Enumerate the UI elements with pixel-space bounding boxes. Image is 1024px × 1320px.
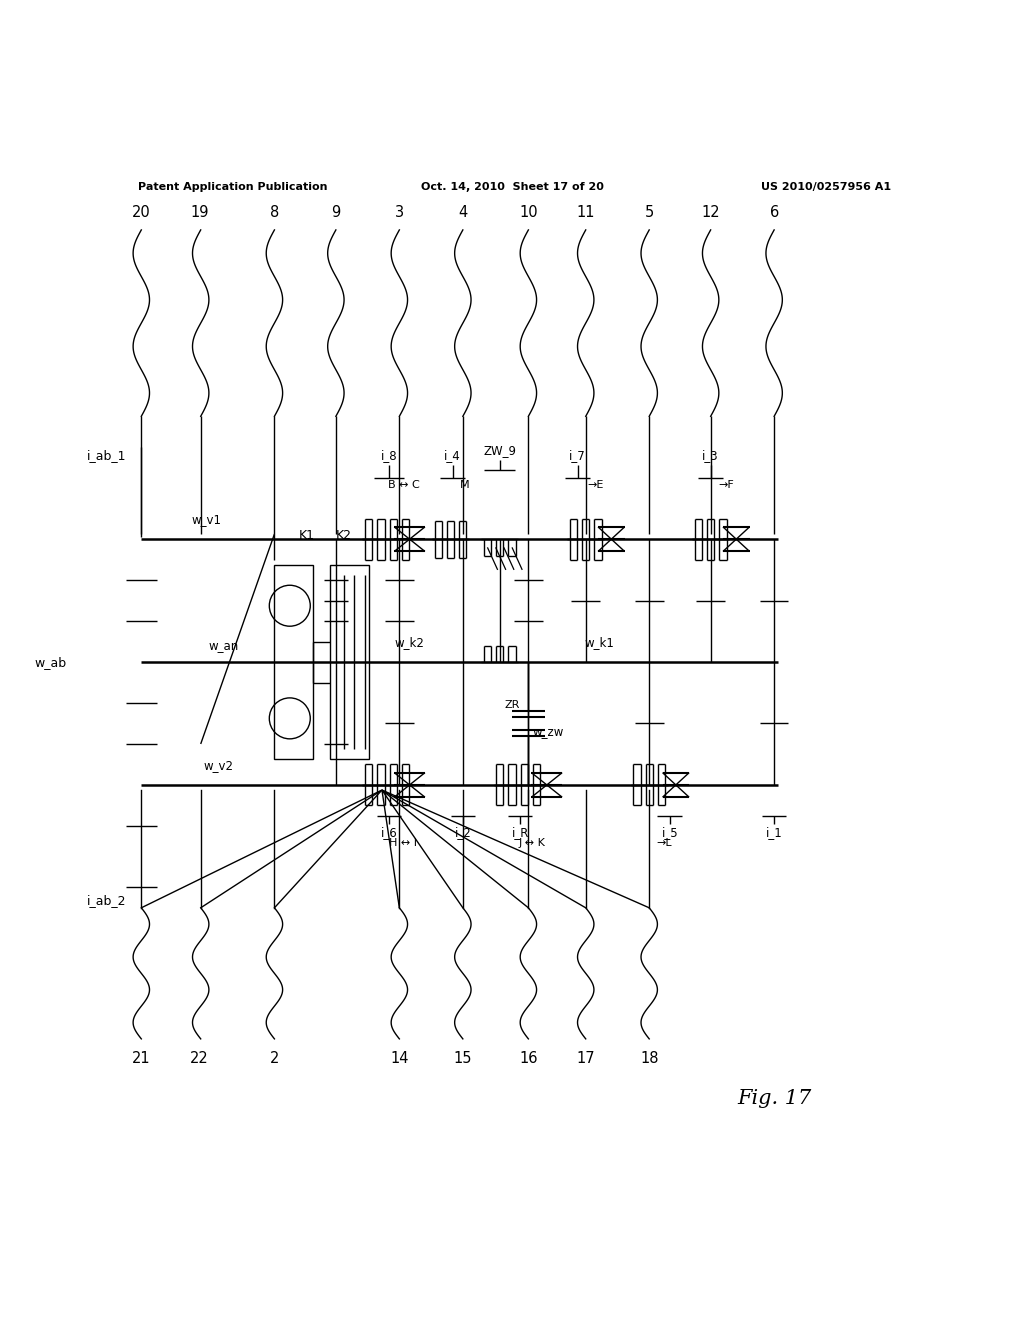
Text: 18: 18 bbox=[640, 1051, 658, 1067]
Text: i_8: i_8 bbox=[381, 449, 397, 462]
Text: →F: →F bbox=[718, 480, 734, 490]
Text: 8: 8 bbox=[269, 205, 280, 219]
Text: w_v2: w_v2 bbox=[203, 759, 233, 772]
Bar bbox=[330, 565, 369, 759]
Text: 3: 3 bbox=[395, 205, 403, 219]
Text: 19: 19 bbox=[190, 205, 209, 219]
Text: i_1: i_1 bbox=[766, 826, 782, 840]
Text: 14: 14 bbox=[390, 1051, 409, 1067]
Text: 20: 20 bbox=[132, 205, 151, 219]
Text: w_zw: w_zw bbox=[532, 725, 564, 738]
Text: 12: 12 bbox=[701, 205, 720, 219]
Text: ZW_9: ZW_9 bbox=[483, 445, 516, 457]
Text: H ↔ I: H ↔ I bbox=[389, 838, 418, 849]
Text: Oct. 14, 2010  Sheet 17 of 20: Oct. 14, 2010 Sheet 17 of 20 bbox=[421, 182, 603, 191]
Text: w_k1: w_k1 bbox=[584, 636, 614, 648]
Text: 16: 16 bbox=[519, 1051, 538, 1067]
Text: w_ab: w_ab bbox=[35, 656, 67, 668]
Text: →L: →L bbox=[656, 838, 673, 849]
Text: 9: 9 bbox=[331, 205, 341, 219]
Text: 11: 11 bbox=[577, 205, 595, 219]
Text: i_ab_1: i_ab_1 bbox=[87, 449, 127, 462]
Text: Fig. 17: Fig. 17 bbox=[737, 1089, 812, 1107]
Text: US 2010/0257956 A1: US 2010/0257956 A1 bbox=[761, 182, 891, 191]
Text: 6: 6 bbox=[769, 205, 779, 219]
Text: i_5: i_5 bbox=[662, 826, 678, 840]
Text: i_R: i_R bbox=[512, 826, 528, 840]
Text: 21: 21 bbox=[132, 1051, 151, 1067]
Text: i_ab_2: i_ab_2 bbox=[87, 894, 127, 907]
Text: i_2: i_2 bbox=[455, 826, 471, 840]
Text: i_7: i_7 bbox=[569, 449, 586, 462]
Text: B ↔ C: B ↔ C bbox=[387, 480, 420, 490]
Text: 5: 5 bbox=[644, 205, 654, 219]
Text: i_6: i_6 bbox=[381, 826, 397, 840]
Text: K1: K1 bbox=[299, 529, 315, 543]
Text: i_3: i_3 bbox=[702, 449, 719, 462]
Text: i_4: i_4 bbox=[444, 449, 461, 462]
Text: w_k2: w_k2 bbox=[394, 636, 425, 648]
Text: →E: →E bbox=[588, 480, 604, 490]
Bar bbox=[274, 565, 313, 759]
Text: ZR: ZR bbox=[505, 700, 520, 710]
Text: 10: 10 bbox=[519, 205, 538, 219]
Text: J ↔ K: J ↔ K bbox=[519, 838, 546, 849]
Text: M: M bbox=[460, 480, 470, 490]
Text: w_an: w_an bbox=[208, 639, 239, 652]
Text: 22: 22 bbox=[190, 1051, 209, 1067]
Text: 15: 15 bbox=[454, 1051, 472, 1067]
Text: Patent Application Publication: Patent Application Publication bbox=[138, 182, 328, 191]
Text: w_v1: w_v1 bbox=[191, 513, 222, 525]
Text: 17: 17 bbox=[577, 1051, 595, 1067]
Text: 4: 4 bbox=[458, 205, 468, 219]
Text: K2: K2 bbox=[336, 529, 352, 543]
Text: 2: 2 bbox=[269, 1051, 280, 1067]
